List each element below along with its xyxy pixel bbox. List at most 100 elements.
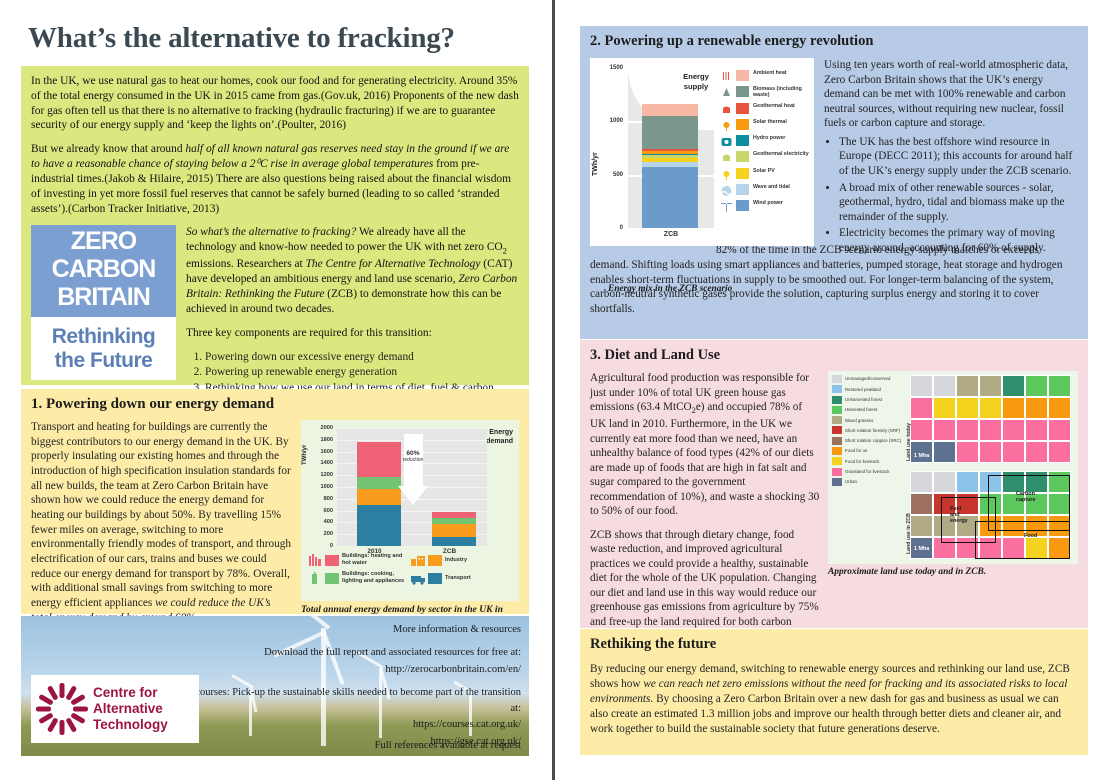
land-use-cell — [1048, 397, 1071, 419]
y-tick-label: 1600 — [320, 448, 333, 455]
legend-swatch — [736, 151, 749, 163]
grid-line — [337, 428, 487, 429]
section-1-panel: 1. Powering down our energy demand Trans… — [21, 389, 529, 627]
land-use-cell — [1025, 419, 1048, 441]
y-tick-label: 2000 — [320, 425, 333, 431]
grid-spacer — [910, 463, 1071, 471]
section-3-panel: 3. Diet and Land Use Agricultural food p… — [580, 340, 1088, 642]
legend-label: Industry — [445, 556, 468, 563]
land-use-cell — [979, 515, 1002, 537]
legend-swatch — [832, 395, 842, 404]
bar-segment — [432, 518, 476, 524]
legend-label: Food for us — [845, 448, 868, 454]
intro-p3-t2: emissions. Researchers at — [186, 257, 306, 270]
intro-paragraph-2: But we already know that around half of … — [31, 142, 519, 216]
section-2-panel: 2. Powering up a renewable energy revolu… — [580, 26, 1088, 339]
left-column: What’s the alternative to fracking? In t… — [0, 0, 552, 780]
list-item: Powering up renewable energy generation — [205, 365, 519, 381]
legend-pictogram-icon — [720, 70, 733, 82]
land-use-cell — [979, 397, 1002, 419]
legend-label: Harvested forest — [845, 407, 878, 413]
legend-swatch — [832, 436, 842, 445]
y-tick-label: 0 — [619, 225, 623, 231]
legend-swatch — [736, 102, 749, 114]
cat-sunburst-icon — [35, 682, 89, 736]
legend-pictogram-icon — [307, 571, 323, 585]
legend-pictogram-icon — [720, 135, 733, 147]
list-item: Electricity becomes the primary way of m… — [839, 226, 1078, 255]
cat-logo-line-3: Technology — [93, 717, 168, 732]
land-use-cell — [956, 515, 979, 537]
y-tick-label: 1800 — [320, 436, 333, 443]
resources-url-courses[interactable]: https://courses.cat.org.uk/ — [413, 719, 521, 731]
y-tick-label: 1500 — [609, 65, 623, 71]
bar-segment — [432, 511, 476, 519]
legend-pictogram-icon — [720, 119, 733, 131]
legend-swatch — [736, 86, 749, 98]
section-2-text: Using ten years worth of real-world atmo… — [824, 58, 1078, 257]
land-use-cell — [1048, 493, 1071, 515]
legend-label: Unharvested forest — [845, 396, 883, 402]
zcb-logo-line-3: BRITAIN — [57, 283, 151, 312]
intro-p3-em2: The Centre for Alternative Technology — [305, 257, 481, 270]
legend-item: Transport — [410, 571, 513, 585]
intro-secondary-text: So what’s the alternative to fracking? W… — [186, 225, 519, 411]
land-use-today-axis-label: Land use today — [906, 422, 912, 461]
legend-item: Food for us — [832, 447, 906, 456]
bar-segment — [642, 155, 698, 159]
legend-item: Geothermal heat — [720, 102, 812, 115]
legend-pictogram-icon — [720, 151, 733, 163]
bar-2010 — [357, 442, 401, 546]
legend-label: Restored peatland — [845, 386, 881, 392]
land-use-cell — [1025, 493, 1048, 515]
wind-turbine-mast — [321, 628, 326, 746]
intro-p3-t3: (CAT) have developed an ambitious energy… — [186, 257, 513, 285]
section-3-paragraph-1: Agricultural food production was respons… — [590, 371, 820, 519]
legend-swatch — [832, 467, 842, 476]
legend-item: Grassland for livestock — [832, 467, 906, 476]
energy-supply-chart-title: Energy supply — [683, 72, 709, 91]
legend-label: Geothermal heat — [753, 102, 795, 109]
legend-item: Restored peatland — [832, 385, 906, 394]
list-item: Powering down our excessive energy deman… — [205, 350, 519, 366]
energy-demand-x-tick-1: ZCB — [442, 548, 457, 555]
land-use-cell — [933, 515, 956, 537]
energy-supply-x-tick: ZCB — [663, 231, 679, 238]
intro-p3-em1: So what’s the alternative to fracking? — [186, 226, 357, 239]
section-3-p1-a: Agricultural food production was respons… — [590, 372, 810, 413]
land-use-scale-note-zcb: 1 Mha — [914, 546, 930, 552]
cat-logo-line-1: Centre for — [93, 685, 158, 700]
land-use-cell — [1002, 375, 1025, 397]
section-2-bullets: The UK has the best offshore wind resour… — [824, 135, 1078, 256]
section-1-heading: 1. Powering down our energy demand — [31, 396, 275, 412]
legend-pictogram-icon — [410, 571, 426, 585]
legend-item: Geothermal electricity — [720, 151, 812, 163]
legend-swatch — [736, 183, 749, 195]
land-use-legend: Unmanaged/conserved Restored peatland Unha… — [832, 375, 906, 488]
legend-label: Urban — [845, 479, 857, 485]
y-tick-label: 1000 — [609, 118, 623, 125]
legend-item: Unharvested forest — [832, 395, 906, 404]
land-use-cell — [933, 471, 956, 493]
references-note: Full references available at request — [374, 740, 521, 751]
land-use-cell — [956, 397, 979, 419]
legend-pictogram-icon — [410, 553, 426, 567]
section-2-figure-caption: Energy mix in the ZCB scenario — [608, 284, 733, 294]
section-4-panel: Rethiking the future By reducing our ene… — [580, 629, 1088, 755]
resources-url-report[interactable]: http://zerocarbonbritain.com/en/ — [385, 663, 521, 675]
y-tick-label: 1200 — [320, 472, 333, 479]
land-use-cell — [1025, 397, 1048, 419]
section-2-paragraph-2-text: 82% of the time in the ZCB scenario ener… — [590, 244, 1063, 315]
resources-url-gse[interactable]: https://gse.cat.org.uk/ — [430, 735, 521, 747]
land-use-cell — [1002, 471, 1025, 493]
land-use-cell — [910, 419, 933, 441]
land-use-cell — [1025, 375, 1048, 397]
energy-supply-figure: 0 500 1000 1500 TWh/yr Energy supply ZCB Amb… — [590, 58, 814, 257]
land-use-cell — [1048, 471, 1071, 493]
legend-swatch — [832, 405, 842, 414]
land-use-annotation-carbon-capture: Carbon capture — [1016, 491, 1036, 503]
land-use-cell — [979, 375, 1002, 397]
co2-subscript: 2 — [502, 245, 507, 256]
table-row — [910, 375, 1071, 397]
